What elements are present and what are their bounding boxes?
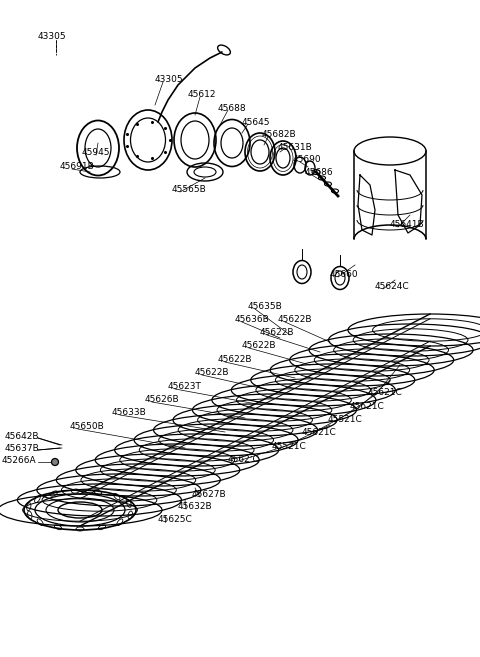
Text: 45624C: 45624C [375, 282, 409, 291]
Text: 45636B: 45636B [235, 315, 270, 324]
Text: 45622B: 45622B [195, 368, 229, 377]
Text: 45637B: 45637B [5, 444, 40, 453]
Text: 45631B: 45631B [278, 143, 313, 152]
Text: 45688: 45688 [218, 104, 247, 113]
Text: 45627B: 45627B [192, 490, 227, 499]
Text: 45521C: 45521C [272, 442, 307, 451]
Text: 45650B: 45650B [70, 422, 105, 431]
Text: 45691B: 45691B [60, 162, 95, 171]
Text: 45266A: 45266A [2, 456, 36, 465]
Text: 45626B: 45626B [145, 395, 180, 404]
Text: 43305: 43305 [38, 32, 67, 41]
Text: 45632B: 45632B [178, 502, 213, 511]
Text: 45622B: 45622B [218, 355, 252, 364]
Text: 45945: 45945 [82, 148, 110, 157]
Ellipse shape [51, 459, 59, 466]
Text: 45623T: 45623T [168, 382, 202, 391]
Text: 45633B: 45633B [112, 408, 147, 417]
Text: 45645: 45645 [242, 118, 271, 127]
Text: 45612: 45612 [188, 90, 216, 99]
Text: 45621C: 45621C [350, 402, 385, 411]
Text: 45660: 45660 [330, 270, 359, 279]
Text: 45621C: 45621C [302, 428, 337, 437]
Text: 45686: 45686 [305, 168, 334, 177]
Text: 45621C: 45621C [368, 388, 403, 397]
Text: 45622B: 45622B [278, 315, 312, 324]
Text: 43305: 43305 [155, 75, 184, 84]
Text: 45622B: 45622B [260, 328, 295, 337]
Text: 45690: 45690 [293, 155, 322, 164]
Text: 4562ʼC: 4562ʼC [228, 455, 260, 464]
Text: 45635B: 45635B [248, 302, 283, 311]
Text: 45622B: 45622B [242, 341, 276, 350]
Text: 45521C: 45521C [328, 415, 363, 424]
Text: 45682B: 45682B [262, 130, 297, 139]
Text: 45625C: 45625C [158, 515, 193, 524]
Text: 45565B: 45565B [172, 185, 207, 194]
Text: 45641B: 45641B [390, 220, 425, 229]
Text: 45642B: 45642B [5, 432, 39, 441]
